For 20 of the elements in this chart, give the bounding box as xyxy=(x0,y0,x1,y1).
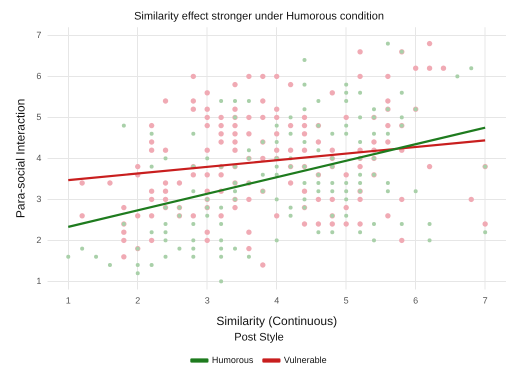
legend-label: Humorous xyxy=(212,354,254,365)
x-tick-label: 3 xyxy=(204,295,210,306)
x-axis-title: Similarity (Continuous) xyxy=(216,314,338,328)
y-tick-label: 1 xyxy=(36,276,42,286)
y-tick-label: 3 xyxy=(36,194,42,204)
x-tick-label: 1 xyxy=(66,295,71,306)
x-tick-label: 6 xyxy=(413,295,418,306)
y-tick-label: 7 xyxy=(36,30,42,40)
x-tick-label: 5 xyxy=(344,295,349,306)
x-tick-label: 2 xyxy=(135,295,140,306)
chart-title: Similarity effect stronger under Humorous condition xyxy=(134,10,384,23)
legend-label: Vulnerable xyxy=(284,354,327,365)
y-tick-label: 6 xyxy=(36,70,42,81)
x-tick-label: 7 xyxy=(482,295,488,306)
x-tick-label: 4 xyxy=(274,295,280,306)
y-axis-title: Para-social Interaction xyxy=(14,98,28,218)
y-tick-label: 2 xyxy=(36,234,42,245)
legend-title: Post Style xyxy=(234,331,284,344)
y-tick-label: 5 xyxy=(36,112,42,122)
y-tick-label: 4 xyxy=(36,152,42,163)
